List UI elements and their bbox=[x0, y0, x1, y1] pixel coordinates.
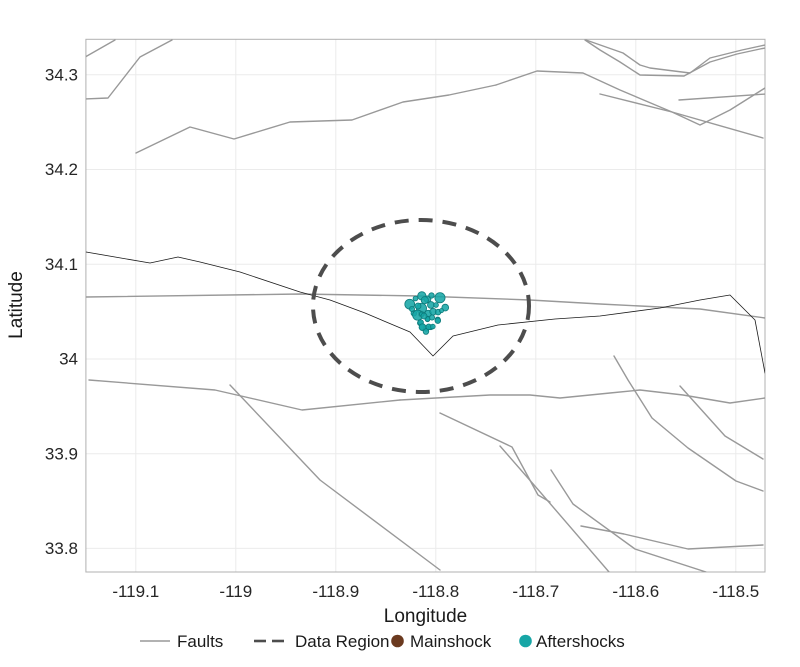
svg-text:-118.6: -118.6 bbox=[612, 582, 659, 601]
svg-text:Longitude: Longitude bbox=[384, 606, 467, 627]
svg-text:-118.5: -118.5 bbox=[712, 582, 759, 601]
svg-text:-118.8: -118.8 bbox=[412, 582, 459, 601]
svg-text:34.1: 34.1 bbox=[45, 255, 78, 274]
svg-text:-118.9: -118.9 bbox=[312, 582, 359, 601]
svg-text:Latitude: Latitude bbox=[6, 271, 27, 339]
svg-text:Aftershocks: Aftershocks bbox=[536, 632, 625, 651]
svg-text:34.3: 34.3 bbox=[45, 66, 78, 85]
svg-text:34: 34 bbox=[59, 350, 78, 369]
svg-text:Mainshock: Mainshock bbox=[410, 632, 492, 651]
svg-text:34.2: 34.2 bbox=[45, 160, 78, 179]
svg-text:-119.1: -119.1 bbox=[112, 582, 159, 601]
svg-text:Data Region: Data Region bbox=[295, 632, 390, 651]
svg-text:-118.7: -118.7 bbox=[512, 582, 559, 601]
svg-text:33.9: 33.9 bbox=[45, 444, 78, 463]
svg-text:-119: -119 bbox=[219, 582, 252, 601]
svg-text:Faults: Faults bbox=[177, 632, 223, 651]
svg-text:33.8: 33.8 bbox=[45, 539, 78, 558]
